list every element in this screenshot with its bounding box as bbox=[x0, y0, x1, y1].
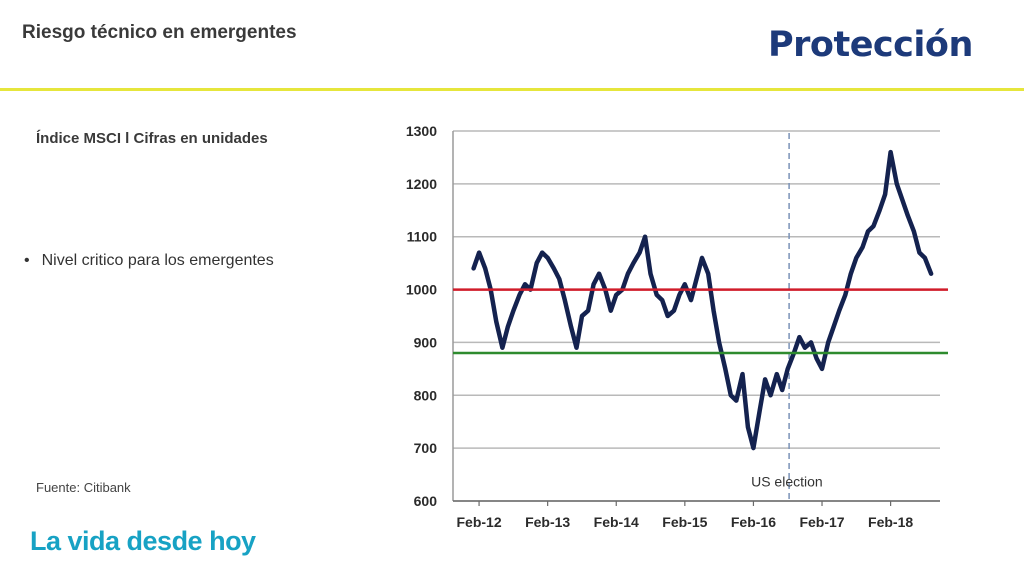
tagline: La vida desde hoy bbox=[30, 526, 256, 556]
series-layer bbox=[471, 149, 934, 451]
x-tick-label: Feb-18 bbox=[868, 514, 913, 530]
brand-logo: Protección bbox=[768, 25, 973, 65]
header-divider bbox=[0, 88, 1024, 91]
y-tick-label: 1000 bbox=[406, 282, 437, 298]
msci-index-line bbox=[471, 149, 934, 451]
page-title: Riesgo técnico en emergentes bbox=[22, 22, 297, 43]
bullet-item: • Nivel critico para los emergentes bbox=[24, 252, 274, 270]
y-tick-label: 1200 bbox=[406, 176, 437, 192]
reference-lines bbox=[453, 288, 948, 355]
x-axis: Feb-12 Feb-13 Feb-14 Feb-15 Feb-16 Feb-17 Feb-… bbox=[453, 500, 940, 530]
x-tick-label: Feb-17 bbox=[799, 514, 844, 530]
event-marker: US election bbox=[751, 133, 823, 501]
y-tick-label: 700 bbox=[414, 440, 438, 456]
x-tick-label: Feb-15 bbox=[662, 514, 707, 530]
x-tick-label: Feb-16 bbox=[731, 514, 776, 530]
bullet-marker: • bbox=[24, 252, 30, 269]
chart-grid bbox=[453, 130, 940, 502]
x-tick-label: Feb-14 bbox=[594, 514, 639, 530]
us-election-label: US election bbox=[751, 473, 823, 489]
chart-subtitle: Índice MSCI l Cifras en unidades bbox=[36, 130, 268, 147]
y-tick-label: 600 bbox=[414, 493, 438, 509]
bullet-text: Nivel critico para los emergentes bbox=[41, 252, 274, 269]
source-note: Fuente: Citibank bbox=[36, 480, 131, 495]
y-tick-label: 900 bbox=[414, 334, 438, 350]
y-tick-label: 1100 bbox=[407, 229, 438, 245]
y-tick-label: 800 bbox=[414, 387, 438, 403]
y-axis: 600 700 800 900 1000 1100 1200 1300 bbox=[406, 123, 454, 509]
x-tick-label: Feb-13 bbox=[525, 514, 570, 530]
x-tick-label: Feb-12 bbox=[457, 514, 502, 530]
y-tick-label: 1300 bbox=[406, 123, 437, 139]
